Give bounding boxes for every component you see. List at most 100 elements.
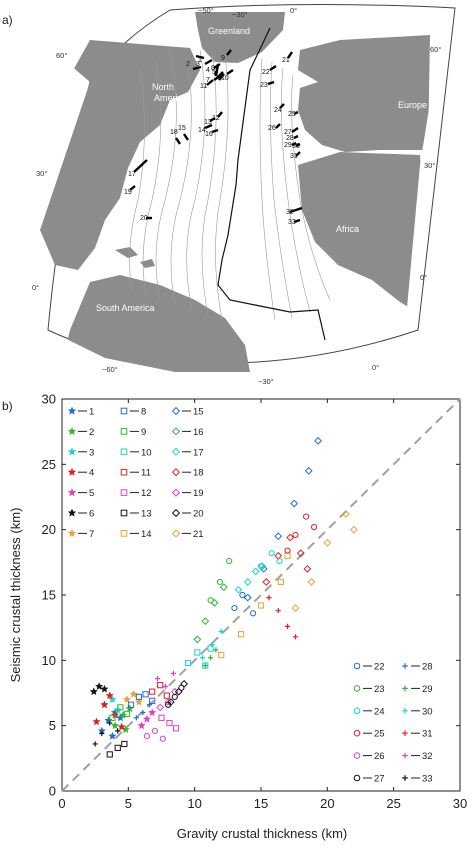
site-13: 13 xyxy=(204,116,216,126)
profile-sites: 1234567891011121314151617181920212223242… xyxy=(124,49,303,226)
site-18: 18 xyxy=(170,129,181,145)
series-32 xyxy=(154,670,177,690)
series-26 xyxy=(143,727,166,742)
greenland-land xyxy=(195,12,285,63)
legend-entry-17: 17 xyxy=(171,447,204,458)
panel-a-label: a) xyxy=(2,13,13,27)
legend-bottom-right: 22 23 24 25 26 27 28 29 30 31 32 33 xyxy=(353,662,433,785)
legend-entry-9: 9 xyxy=(120,427,146,438)
data-point xyxy=(341,510,350,518)
data-point xyxy=(170,670,177,676)
data-point xyxy=(243,593,252,602)
profile-line xyxy=(206,79,214,86)
data-point xyxy=(117,704,124,711)
legend-entry-18: 18 xyxy=(171,468,204,479)
legend-entry-14: 14 xyxy=(120,529,152,540)
data-point xyxy=(284,547,291,554)
y-tick-label: 0 xyxy=(49,784,56,799)
legend-label: 22 xyxy=(374,662,385,673)
legend-label: 16 xyxy=(193,427,204,438)
profile-line xyxy=(204,58,213,66)
site-8: 8 xyxy=(211,63,220,77)
data-point xyxy=(259,564,268,573)
legend-marker xyxy=(402,685,408,692)
site-9: 9 xyxy=(221,49,232,62)
legend-marker xyxy=(353,729,361,737)
legend-label: 31 xyxy=(422,729,433,740)
label-europe: Europe xyxy=(398,100,427,110)
legend-entry-23: 23 xyxy=(353,684,385,695)
data-point xyxy=(218,652,225,659)
data-point xyxy=(157,682,164,689)
legend-entry-16: 16 xyxy=(171,427,204,438)
site-label: 30 xyxy=(292,143,300,150)
series-27 xyxy=(165,684,185,708)
legend-entry-29: 29 xyxy=(402,684,433,695)
data-point xyxy=(209,642,215,648)
site-2: 2 xyxy=(186,61,202,71)
site-32: 32 xyxy=(286,206,303,216)
site-label: 8 xyxy=(211,65,215,72)
data-point xyxy=(249,610,257,617)
series-9 xyxy=(109,704,131,721)
legend-label: 12 xyxy=(141,488,152,499)
legend-marker xyxy=(402,775,408,781)
data-point xyxy=(164,698,173,707)
legend-label: 28 xyxy=(422,662,433,673)
profile-line xyxy=(295,142,301,148)
legend-entry-30: 30 xyxy=(402,706,433,717)
lat-label: 60° xyxy=(430,45,441,54)
data-point xyxy=(234,585,243,594)
data-point xyxy=(207,645,214,652)
data-point xyxy=(239,591,246,599)
panel-b-label: b) xyxy=(2,399,13,413)
legend-label: 14 xyxy=(141,529,152,540)
legend-entry-21: 21 xyxy=(171,529,204,540)
site-7: 7 xyxy=(206,75,221,84)
legend-marker xyxy=(402,663,408,669)
profile-line xyxy=(211,128,219,134)
legend-entry-28: 28 xyxy=(402,662,433,673)
legend-label: 33 xyxy=(422,774,433,785)
legend-marker xyxy=(120,468,128,476)
data-point xyxy=(149,688,156,695)
profile-line xyxy=(295,151,301,157)
legend-marker xyxy=(67,467,77,476)
site-23: 23 xyxy=(260,80,275,89)
series-13 xyxy=(106,740,128,758)
legend-marker xyxy=(120,428,128,435)
legend-marker xyxy=(353,685,361,692)
data-point xyxy=(92,741,98,747)
site-label: 33 xyxy=(288,219,296,226)
legend-marker xyxy=(120,530,128,537)
data-point xyxy=(219,583,228,592)
site-label: 9 xyxy=(221,55,225,62)
data-point xyxy=(296,549,305,558)
profile-line xyxy=(213,75,221,81)
legend-marker xyxy=(171,529,181,538)
site-19: 19 xyxy=(124,185,136,196)
series-29 xyxy=(202,647,219,669)
series-24 xyxy=(257,550,283,570)
data-point xyxy=(284,623,291,629)
series-31 xyxy=(266,595,299,640)
legend-label: 29 xyxy=(422,684,433,695)
data-point xyxy=(121,740,128,748)
data-point xyxy=(135,693,143,701)
data-point xyxy=(202,662,208,669)
data-point xyxy=(114,744,121,751)
data-point xyxy=(162,683,169,690)
data-point xyxy=(117,722,126,731)
reference-line xyxy=(61,398,461,792)
data-point xyxy=(100,684,109,693)
site-label: 11 xyxy=(200,83,207,90)
site-label: 7 xyxy=(206,77,210,84)
data-point xyxy=(148,708,157,717)
legend-entry-20: 20 xyxy=(171,509,204,520)
data-point xyxy=(276,557,283,565)
y-tick-label: 20 xyxy=(42,522,56,537)
profile-line xyxy=(289,206,303,214)
legend-label: 9 xyxy=(141,427,146,438)
data-point xyxy=(274,532,283,541)
